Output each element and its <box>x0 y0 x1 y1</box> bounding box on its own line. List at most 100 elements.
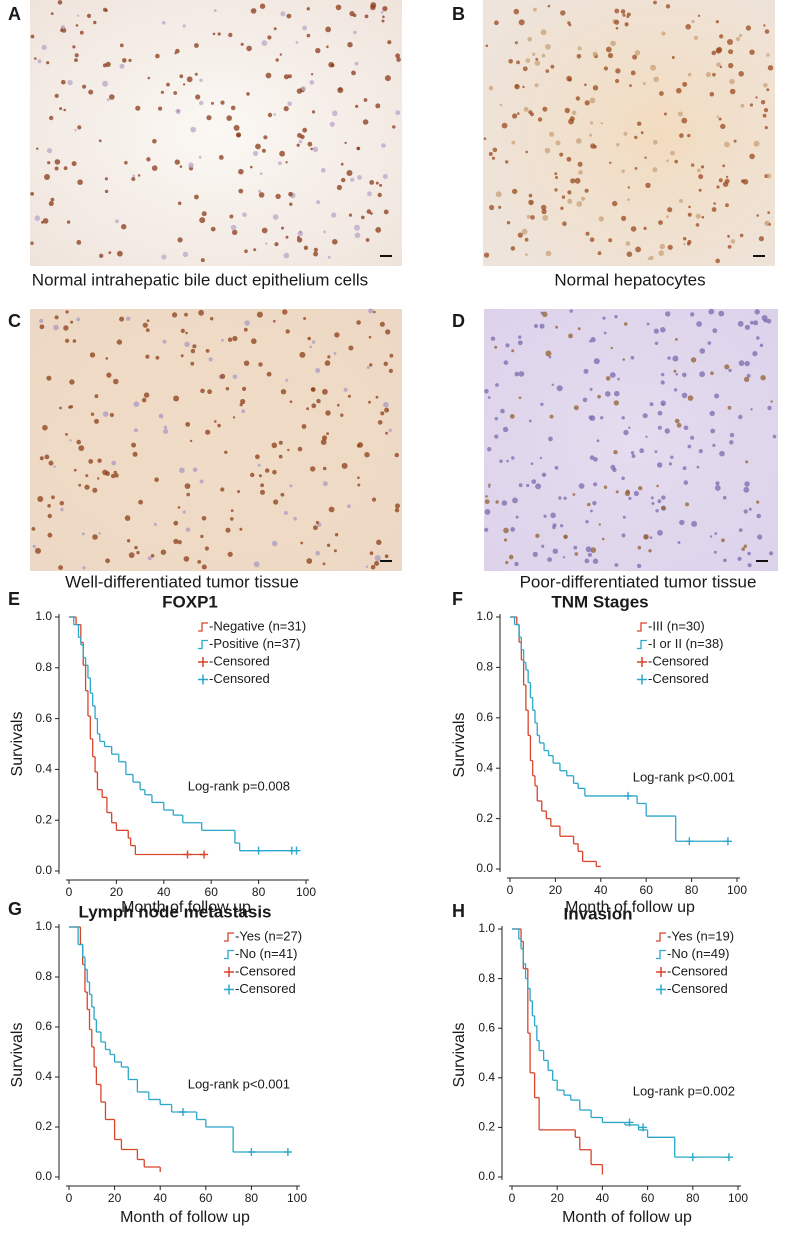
image-texture <box>638 486 643 491</box>
image-texture <box>65 338 70 343</box>
image-texture <box>658 250 665 256</box>
image-texture <box>272 214 279 220</box>
image-texture <box>365 238 370 242</box>
image-texture <box>199 100 204 106</box>
censor-mark <box>639 1123 648 1132</box>
image-texture <box>505 560 509 565</box>
image-texture <box>758 236 765 242</box>
image-texture <box>687 444 692 449</box>
image-texture <box>719 450 725 457</box>
image-texture <box>190 126 197 133</box>
image-texture <box>626 251 633 257</box>
image-texture <box>192 467 198 473</box>
panel-letter: H <box>452 901 465 921</box>
image-texture <box>715 258 720 264</box>
image-texture <box>673 369 677 373</box>
image-texture <box>197 560 202 564</box>
image-texture <box>289 484 293 488</box>
image-texture <box>506 221 511 225</box>
image-texture <box>35 547 41 554</box>
image-texture <box>738 528 743 532</box>
image-texture <box>200 258 205 263</box>
image-texture <box>690 435 695 440</box>
image-texture <box>99 253 104 258</box>
image-texture <box>70 320 74 324</box>
image-texture <box>48 460 54 466</box>
image-texture <box>102 469 108 476</box>
image-texture <box>484 509 491 515</box>
image-texture <box>655 509 659 513</box>
image-texture <box>577 327 581 331</box>
image-texture <box>622 13 626 17</box>
x-tick-label: 60 <box>205 885 219 899</box>
image-texture <box>213 9 217 13</box>
image-texture <box>592 500 597 506</box>
image-texture <box>160 549 167 555</box>
image-texture <box>332 239 338 245</box>
image-texture <box>501 500 508 506</box>
image-texture <box>85 474 89 478</box>
image-texture <box>716 115 719 118</box>
y-tick-label: 0.4 <box>476 760 493 774</box>
image-texture <box>708 308 715 315</box>
legend-label: -No (n=49) <box>667 946 730 961</box>
image-texture <box>485 44 489 48</box>
image-texture <box>233 124 240 131</box>
image-texture <box>635 246 641 253</box>
image-texture <box>525 253 528 256</box>
image-texture <box>347 504 351 509</box>
legend-label: -III (n=30) <box>648 618 705 633</box>
x-tick-label: 60 <box>641 1191 655 1205</box>
image-texture <box>30 192 34 196</box>
legend-symbol <box>656 967 666 977</box>
image-texture <box>517 340 523 346</box>
legend-label: -Censored <box>235 963 296 978</box>
x-tick-label: 60 <box>199 1191 213 1205</box>
image-texture <box>30 34 35 39</box>
image-texture <box>576 201 583 207</box>
image-texture <box>517 232 523 238</box>
image-texture <box>58 565 63 570</box>
x-tick-label: 40 <box>594 883 608 897</box>
image-texture <box>54 93 59 98</box>
y-tick-label: 0.8 <box>35 969 52 983</box>
image-texture <box>664 428 670 434</box>
image-texture <box>199 479 204 484</box>
x-tick-label: 40 <box>154 1191 168 1205</box>
image-texture <box>690 312 695 317</box>
image-texture <box>271 540 278 547</box>
legend-label: -Censored <box>235 981 296 996</box>
image-texture <box>753 320 759 326</box>
image-texture <box>743 486 750 493</box>
image-texture <box>749 103 754 107</box>
image-texture <box>326 543 331 547</box>
image-texture <box>753 140 760 147</box>
image-texture <box>250 8 257 14</box>
image-texture <box>46 375 52 381</box>
y-axis-label: Survivals <box>451 1023 468 1088</box>
y-tick-label: 0.0 <box>35 863 52 877</box>
image-texture <box>237 490 241 494</box>
image-texture <box>544 147 551 154</box>
image-texture <box>628 426 631 429</box>
image-texture <box>665 4 671 9</box>
image-texture <box>347 394 351 398</box>
image-texture <box>555 325 558 329</box>
image-texture <box>605 391 611 397</box>
image-texture <box>328 61 334 68</box>
image-texture <box>511 349 515 353</box>
image-texture <box>61 25 65 30</box>
image-texture <box>716 62 721 67</box>
image-texture <box>377 192 382 198</box>
image-texture <box>652 167 658 173</box>
image-texture <box>285 235 289 239</box>
image-texture <box>357 175 362 180</box>
image-texture <box>632 54 638 60</box>
image-texture <box>570 178 576 184</box>
image-texture <box>535 483 542 490</box>
image-texture <box>665 311 671 317</box>
image-texture <box>770 400 773 403</box>
image-texture <box>589 455 595 460</box>
x-tick-label: 80 <box>245 1191 259 1205</box>
image-texture <box>649 255 654 260</box>
